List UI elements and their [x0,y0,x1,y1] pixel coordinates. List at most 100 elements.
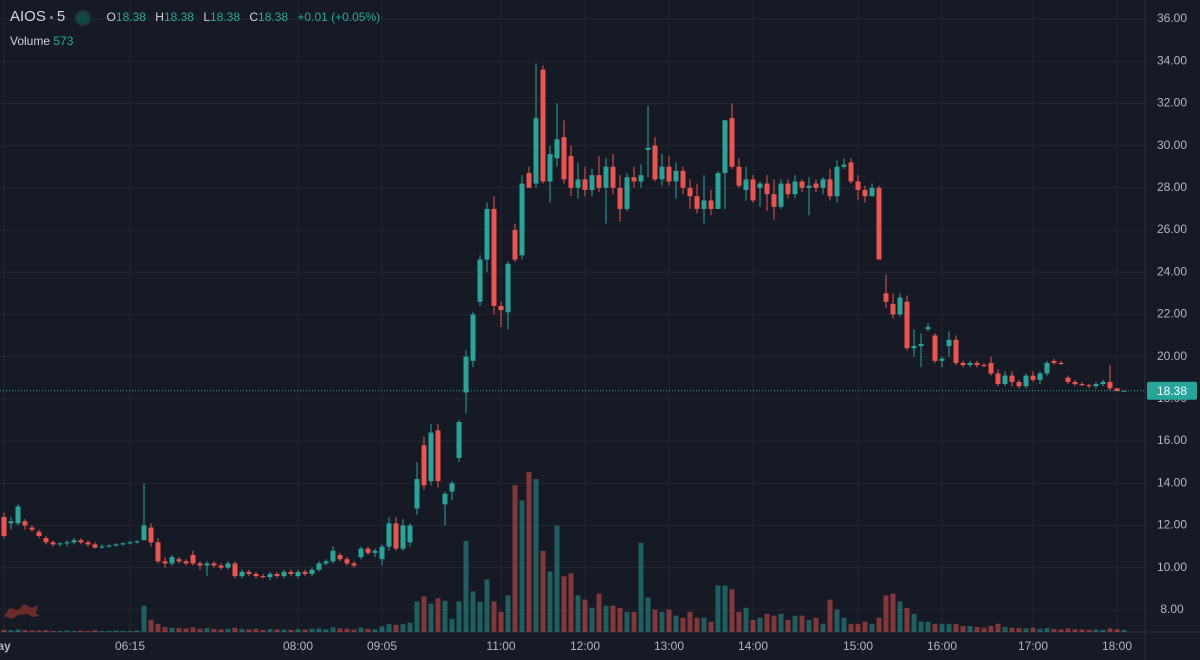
volume-bar [211,629,217,632]
candle-body [155,542,161,562]
candle-body [1065,377,1071,382]
candle-body [57,543,63,545]
volume-bar [1079,629,1085,632]
candle-body [442,493,448,505]
candle-body [169,557,175,564]
volume-bar [386,623,392,632]
volume-bar [1016,628,1022,632]
candle-body [848,162,854,182]
candle-body [694,196,700,209]
candle-body [715,173,721,209]
candle-body [897,297,903,315]
volume-bar [267,629,273,632]
candle-body [456,422,462,458]
volume-bar [498,611,504,632]
candle-body [827,179,833,197]
volume-bar [778,613,784,632]
volume-bar [897,601,903,632]
volume-bar [71,630,77,632]
volume-bar [715,585,721,632]
candle-body [799,181,805,188]
volume-bar [659,611,665,632]
candle-body [218,565,224,568]
candle-body [393,523,399,549]
candle-body [869,187,875,197]
candle-body [260,576,266,578]
volume-bar [197,628,203,632]
x-tick-label: 06:15 [115,639,145,653]
volume-bar [106,630,112,632]
volume-bar [344,628,350,632]
volume-bar [519,500,525,632]
x-tick-label: 18:00 [1102,639,1132,653]
grid [0,0,1145,632]
candle-body [911,346,917,349]
volume-bar [939,623,945,632]
volume-bar [1100,629,1106,632]
low-label: L [203,10,210,24]
candle-body [785,183,791,195]
candle-body [1002,375,1008,385]
volume-bar [134,630,140,632]
candle-body [204,563,210,566]
volume-bar [771,615,777,632]
candle-body [554,139,560,159]
volume-bar [834,609,840,632]
volume-bar [526,472,532,632]
y-tick-label: 22.00 [1157,307,1187,321]
volume-bar [645,597,651,632]
volume-bar [442,600,448,632]
candle-body [1,516,7,536]
volume-bar [1051,629,1057,632]
candle-body [1072,381,1078,385]
volume-bar [694,617,700,632]
x-tick-label: 12:00 [570,639,600,653]
volume-bar [533,479,539,632]
volume-bar [596,593,602,632]
candle-body [64,542,70,544]
legend: AIOS 5 O18.38 H18.38 L18.38 C18.38 +0.01 … [10,8,386,50]
volume-bar [624,611,630,632]
volume-bar [183,628,189,632]
volume-bar [29,630,35,632]
volume-bar [806,619,812,632]
open-value: 18.38 [115,10,146,24]
candle-body [15,506,21,524]
candle-body [855,181,861,190]
y-tick-label: 26.00 [1157,222,1187,236]
candle-body [519,183,525,256]
volume-bar [722,585,728,632]
volume-bar [799,615,805,632]
volume-bar [1037,628,1043,632]
candle-body [337,554,343,560]
volume-bar [218,629,224,632]
volume-bar [743,607,749,632]
candle-body [8,521,14,524]
candle-body [1030,375,1036,380]
y-tick-label: 12.00 [1157,518,1187,532]
y-tick-label: 24.00 [1157,264,1187,278]
volume-bar [589,607,595,632]
candle-body [603,166,609,188]
candle-body [127,542,133,544]
candle-body [925,327,931,330]
candle-body [617,187,623,209]
candle-body [134,541,140,543]
x-tick-label: 13:00 [654,639,684,653]
candle-body [862,189,868,197]
candle-body [421,445,427,486]
candle-body [512,230,518,260]
candle-body [1114,388,1120,392]
volume-bar [477,601,483,632]
candle-body [1100,381,1106,385]
candle-body [498,305,504,311]
x-tick-label: 16:00 [927,639,957,653]
candle-body [666,166,672,182]
volume-bar [302,629,308,632]
volume-bar [15,629,21,632]
candle-body [232,563,238,577]
candle-body [1079,384,1085,386]
candle-body [316,563,322,570]
volume-bar [862,621,868,632]
volume-bar [610,605,616,632]
